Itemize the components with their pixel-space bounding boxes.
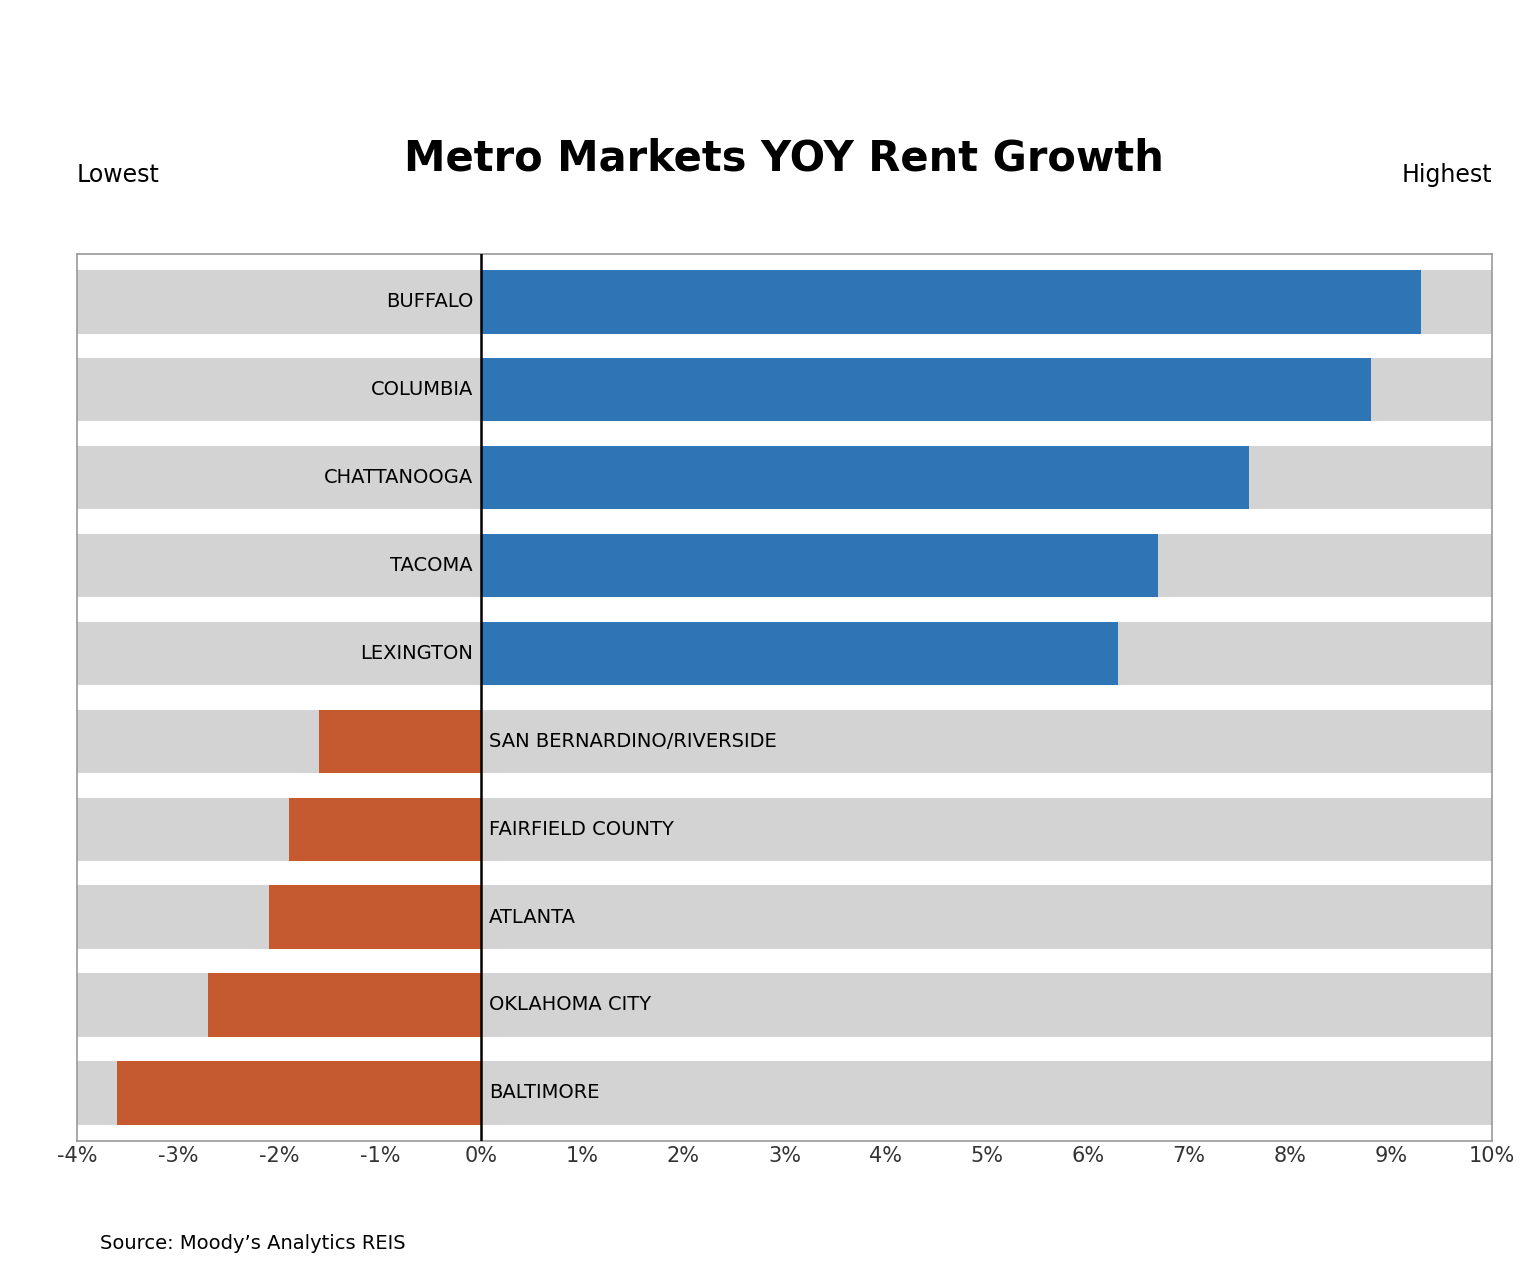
Text: SAN BERNARDINO/RIVERSIDE: SAN BERNARDINO/RIVERSIDE [489, 732, 777, 751]
Text: Lowest: Lowest [77, 162, 160, 186]
Bar [77, 1061, 1492, 1125]
Bar [481, 446, 1249, 510]
Text: Source: Moody’s Analytics REIS: Source: Moody’s Analytics REIS [100, 1234, 406, 1253]
Bar [117, 1061, 481, 1125]
Bar [208, 974, 481, 1037]
Text: OKLAHOMA CITY: OKLAHOMA CITY [489, 995, 652, 1014]
Bar [481, 621, 1118, 685]
Text: BALTIMORE: BALTIMORE [489, 1083, 600, 1102]
Text: TACOMA: TACOMA [391, 557, 474, 576]
Bar [481, 270, 1421, 333]
Bar [77, 798, 1492, 861]
Bar [481, 358, 1370, 421]
Bar [77, 358, 1492, 421]
Text: LEXINGTON: LEXINGTON [360, 644, 474, 663]
Text: Highest: Highest [1401, 162, 1492, 186]
Bar [77, 710, 1492, 773]
Bar [77, 270, 1492, 333]
Text: CHATTANOOGA: CHATTANOOGA [325, 468, 474, 487]
Bar [289, 798, 481, 861]
Text: FAIRFIELD COUNTY: FAIRFIELD COUNTY [489, 819, 674, 838]
Bar [77, 621, 1492, 685]
Bar [77, 885, 1492, 948]
Bar [77, 534, 1492, 597]
Bar [77, 446, 1492, 510]
Title: Metro Markets YOY Rent Growth: Metro Markets YOY Rent Growth [404, 137, 1164, 179]
Bar [269, 885, 481, 948]
Text: ATLANTA: ATLANTA [489, 908, 577, 927]
Bar [320, 710, 481, 773]
Bar [77, 974, 1492, 1037]
Text: BUFFALO: BUFFALO [386, 293, 474, 312]
Bar [481, 534, 1158, 597]
Text: COLUMBIA: COLUMBIA [371, 380, 474, 399]
